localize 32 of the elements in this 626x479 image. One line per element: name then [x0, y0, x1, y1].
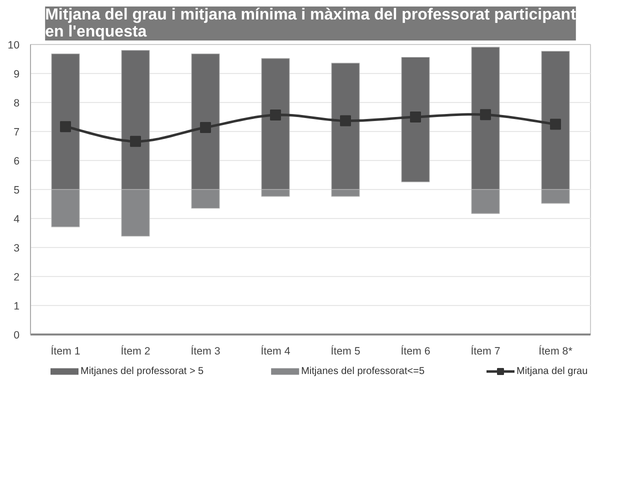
point — [200, 122, 211, 133]
legend-label: Mitjanes del professorat > 5 — [80, 366, 204, 377]
point — [340, 115, 351, 126]
x-tick-label: Ítem 5 — [330, 344, 360, 358]
y-tick-label: 8 — [14, 98, 20, 110]
x-tick-label: Ítem 1 — [50, 344, 80, 358]
x-tick-label: Ítem 6 — [400, 344, 430, 358]
point — [410, 112, 421, 122]
point — [550, 118, 561, 130]
point — [130, 136, 141, 147]
point — [270, 109, 281, 120]
legend-label: Mitjanes del professorat<=5 — [301, 366, 425, 377]
y-tick-label: 0 — [14, 330, 20, 342]
y-tick-label: 2 — [14, 272, 20, 284]
x-tick-label: Ítem 2 — [120, 344, 150, 358]
legend-label: Mitjana del grau — [516, 366, 588, 377]
x-tick-label: Ítem 7 — [470, 344, 500, 358]
y-tick-label: 1 — [14, 300, 20, 312]
y-tick-label: 10 — [8, 40, 20, 52]
y-tick-label: 7 — [14, 126, 20, 138]
x-tick-label: Ítem 4 — [260, 344, 290, 358]
y-tick-label: 3 — [14, 242, 20, 254]
x-tick-label: Ítem 8* — [538, 344, 572, 358]
y-tick-label: 4 — [14, 214, 20, 226]
bar — [401, 56, 430, 182]
y-tick-label: 6 — [14, 156, 20, 168]
y-tick-label: 5 — [14, 184, 20, 196]
point — [60, 121, 71, 132]
chart-title: Mitjana del grau i mitjana mínima i màxima del professorat participant en l'enquesta — [45, 6, 577, 40]
x-tick-label: Ítem 3 — [190, 344, 220, 358]
y-tick-label: 9 — [14, 68, 20, 80]
point — [480, 109, 491, 120]
